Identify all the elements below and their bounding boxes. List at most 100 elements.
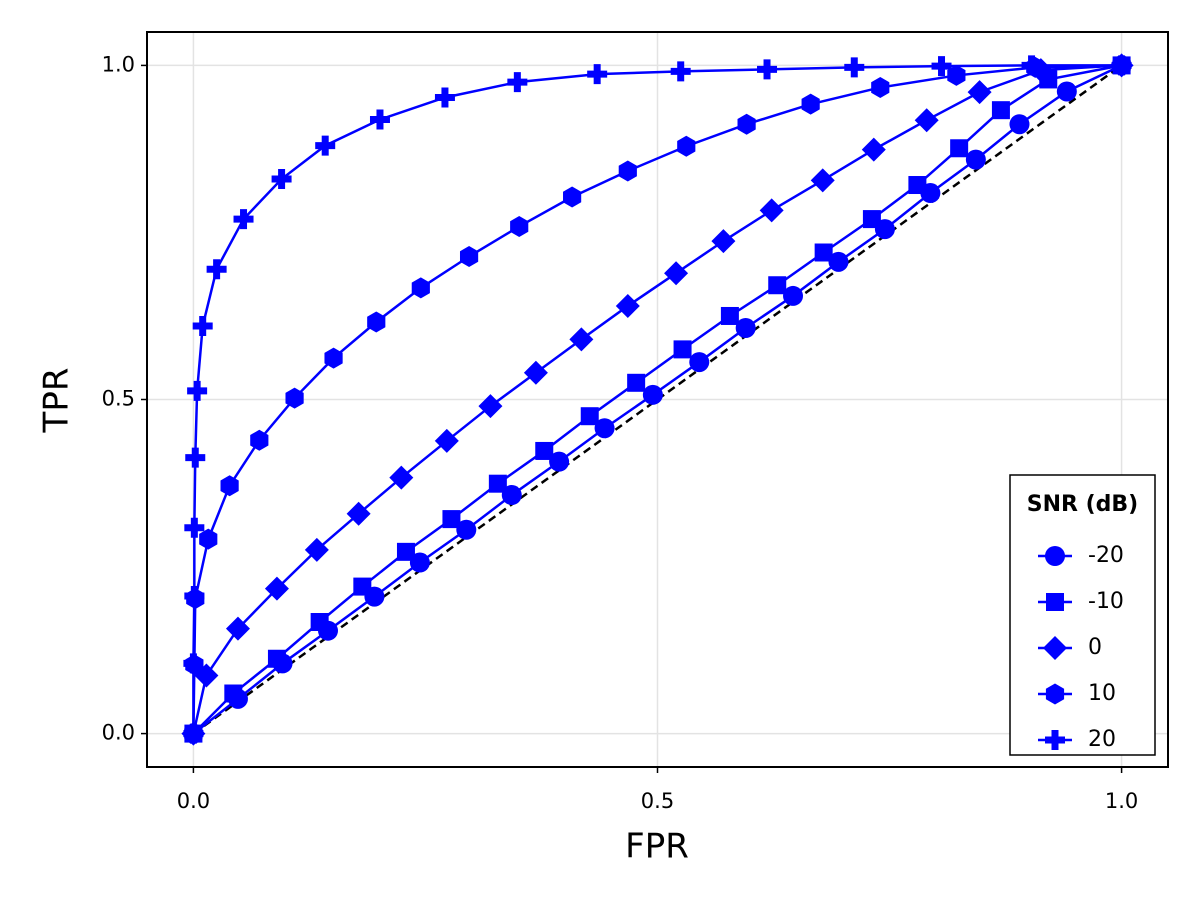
marker <box>535 441 554 460</box>
marker <box>861 137 886 162</box>
marker <box>434 428 459 453</box>
plot <box>181 53 1134 746</box>
marker <box>264 576 289 601</box>
marker <box>759 198 784 223</box>
legend-marker <box>1043 636 1067 660</box>
marker <box>206 259 227 280</box>
marker <box>965 149 986 170</box>
marker <box>862 210 881 229</box>
marker <box>183 723 204 744</box>
marker <box>810 168 835 193</box>
marker <box>267 649 286 668</box>
y-axis-label: TPR <box>37 368 77 434</box>
marker <box>434 87 455 108</box>
marker <box>801 93 820 115</box>
marker <box>549 451 570 472</box>
marker <box>627 373 646 392</box>
marker <box>735 318 756 339</box>
marker <box>1056 81 1077 102</box>
marker <box>250 429 269 451</box>
x-axis-label: FPR <box>625 827 689 867</box>
legend-marker <box>1046 593 1064 611</box>
marker <box>563 186 582 208</box>
marker <box>947 64 966 86</box>
marker <box>442 510 461 529</box>
marker <box>618 160 637 182</box>
marker <box>271 169 292 189</box>
marker <box>594 418 615 439</box>
marker <box>233 209 254 230</box>
marker <box>369 109 390 130</box>
marker <box>353 577 372 596</box>
marker <box>664 261 689 286</box>
marker <box>689 352 710 373</box>
marker <box>192 316 213 336</box>
marker <box>510 215 529 237</box>
marker <box>185 447 206 468</box>
marker <box>642 384 663 405</box>
legend-label: -10 <box>1088 589 1124 614</box>
marker <box>184 585 205 606</box>
legend-box <box>1009 474 1156 756</box>
marker <box>183 653 204 674</box>
marker <box>737 113 756 135</box>
legend-label: 10 <box>1088 681 1116 706</box>
marker <box>677 135 696 157</box>
marker <box>914 108 939 133</box>
marker <box>346 501 371 526</box>
marker <box>587 64 608 85</box>
marker <box>580 407 599 426</box>
marker <box>991 101 1010 120</box>
marker <box>783 285 804 306</box>
legend-title: SNR (dB) <box>1027 492 1138 517</box>
marker <box>367 311 386 333</box>
marker <box>220 475 239 497</box>
marker <box>324 347 343 369</box>
y-tick-label: 1.0 <box>102 52 135 76</box>
legend-marker <box>1045 683 1065 705</box>
marker <box>523 360 548 385</box>
marker <box>411 277 430 299</box>
marker <box>931 56 952 77</box>
legend-label: 0 <box>1088 635 1102 660</box>
marker <box>488 474 507 493</box>
marker <box>459 246 479 268</box>
marker <box>814 243 833 262</box>
legend-marker <box>1045 730 1065 750</box>
series <box>183 55 1132 744</box>
marker <box>396 542 415 561</box>
legend: SNR (dB) -20 -10 0 10 20 <box>1009 474 1156 756</box>
marker <box>310 613 329 632</box>
x-tick-label: 0.5 <box>641 789 674 813</box>
marker <box>389 465 414 490</box>
marker <box>908 176 927 195</box>
marker <box>844 57 865 78</box>
y-tick-label: 0.5 <box>102 387 135 411</box>
marker <box>478 394 503 419</box>
legend-label: -20 <box>1088 543 1124 568</box>
marker <box>199 528 218 550</box>
marker <box>224 684 243 703</box>
marker <box>225 616 250 641</box>
marker <box>768 276 787 295</box>
marker <box>673 340 692 359</box>
marker <box>456 519 477 540</box>
marker <box>304 537 329 562</box>
y-tick-label: 0.0 <box>102 721 135 745</box>
x-tick-label: 0.0 <box>177 789 210 813</box>
marker <box>950 139 969 158</box>
marker <box>1021 55 1042 76</box>
series <box>184 54 1131 745</box>
marker <box>315 135 336 156</box>
marker <box>187 380 208 401</box>
marker <box>507 72 528 93</box>
marker <box>967 80 992 105</box>
marker <box>670 61 691 82</box>
marker <box>1009 114 1030 135</box>
marker <box>720 306 739 325</box>
marker <box>569 327 594 352</box>
marker <box>285 387 304 409</box>
legend-marker <box>1045 546 1065 566</box>
marker <box>828 251 849 272</box>
